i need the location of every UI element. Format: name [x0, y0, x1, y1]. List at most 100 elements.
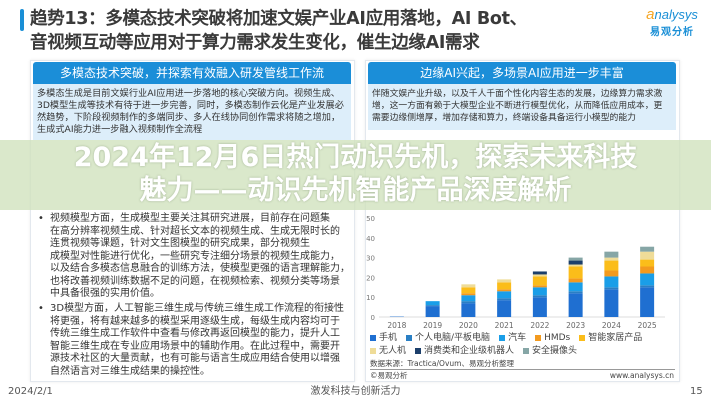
x-tick-label: 2019 — [423, 321, 442, 330]
overlay-headline-line-2: 魅力——动识先机智能产品深度解析 — [139, 175, 572, 206]
legend-swatch — [415, 347, 422, 354]
bar-segment — [604, 289, 619, 317]
x-tick-label: 2023 — [566, 321, 585, 330]
bar-segment — [604, 287, 619, 290]
bar-segment — [640, 246, 655, 252]
legend-label: 手机 — [379, 333, 398, 343]
bar-segment — [604, 260, 619, 271]
x-tick-label: 2020 — [459, 321, 478, 330]
legend-swatch — [370, 347, 376, 354]
bar-segment — [532, 297, 547, 317]
bar-segment — [461, 295, 476, 302]
bar-segment — [604, 257, 619, 261]
bar-segment — [497, 298, 512, 301]
right-panel-summary: 伴随文娱产业升级，以及千人千面个性化内容生态的发展，边缘算力需求激 增，这一方面… — [368, 84, 676, 130]
legend-label: 无人机 — [379, 346, 407, 356]
bar-segment — [532, 285, 547, 288]
bar-segment — [532, 274, 547, 277]
bar-segment — [497, 300, 512, 317]
legend-label: 个人电脑/平板电脑 — [415, 333, 491, 343]
left-panel-header: 多模态技术突破，并探索有效融入研发管线工作流 — [33, 62, 351, 84]
bar-segment — [604, 270, 619, 277]
bar-segment — [568, 257, 583, 261]
legend-item: 智能家居产品 — [579, 333, 642, 344]
legend-label: 消费类和企业级机器人 — [424, 346, 515, 356]
chart-source: 数据来源：Tractica/Ovum、易观分析整理 — [370, 359, 514, 368]
analysys-logo: analysys 易观分析 — [646, 6, 698, 38]
bar-segment — [568, 266, 583, 279]
title-overlay-band — [0, 140, 711, 210]
bar-segment — [461, 293, 476, 296]
bar-segment — [497, 291, 512, 299]
y-tick-label: 50 — [366, 215, 375, 223]
bar-segment — [461, 303, 476, 317]
y-tick-label: 10 — [366, 294, 375, 302]
bar-segment — [604, 251, 619, 258]
source-divider — [370, 369, 675, 370]
bar-segment — [568, 260, 583, 265]
bar-segment — [568, 264, 583, 267]
bar-segment — [640, 259, 655, 267]
legend-item: 安全摄像头 — [523, 346, 577, 357]
legend-item: 个人电脑/平板电脑 — [406, 333, 490, 344]
legend-item: 手机 — [370, 333, 397, 344]
legend-item: HMDs — [535, 333, 570, 344]
legend-swatch — [406, 334, 413, 341]
legend-swatch — [579, 334, 586, 341]
footer-center: 激发科技与创新活力 — [310, 386, 401, 397]
legend-swatch — [535, 334, 542, 341]
legend-label: 汽车 — [508, 333, 527, 343]
bullet-video-models: • 视频模型方面，生成模型主要关注其研究进展，目前存在问题集 在高分辨率视频生成… — [38, 213, 350, 299]
bar-segment — [532, 276, 547, 286]
chart-legend: 手机 个人电脑/平板电脑 汽车 HMDs 智能家居产品无人机 消费类和企业级机器人 安全摄像… — [370, 333, 675, 357]
bar-segment — [640, 251, 655, 260]
bar-segment — [568, 278, 583, 283]
slide-title-line-2: 音视频互动等应用对于算力需求发生变化，催生边缘AI需求 — [30, 33, 480, 53]
bar-segment — [461, 301, 476, 304]
edge-ai-devices-stacked-bar-chart: 0 10 20 30 40 50 2018 2019 2020 2021 2022 2023 2024 2… — [366, 215, 665, 330]
x-tick-label: 2018 — [387, 321, 406, 330]
legend-swatch — [499, 334, 506, 341]
bar-segment — [425, 306, 440, 317]
legend-item: 消费类和企业级机器人 — [415, 346, 514, 357]
bar-segment — [461, 287, 476, 294]
bar-segment — [532, 271, 547, 275]
bar-segment — [640, 285, 655, 288]
bar-segment — [497, 282, 512, 290]
bar-segment — [532, 287, 547, 296]
bar-segment — [532, 295, 547, 298]
legend-swatch — [523, 347, 530, 354]
legend-swatch — [370, 334, 376, 341]
left-panel-summary: 多模态生成是目前文娱行业AI应用进一步落地的核心突破方向。视频生成、 3D模型生… — [33, 84, 351, 140]
legend-label: 智能家居产品 — [588, 333, 643, 343]
website-link[interactable]: www.analysys.cn — [609, 371, 674, 380]
x-tick-label: 2025 — [638, 321, 657, 330]
bar-segment — [425, 301, 440, 306]
bar-segment — [568, 291, 583, 294]
bar-segment — [568, 282, 583, 292]
bar-segment — [640, 273, 655, 286]
bar-segment — [604, 276, 619, 288]
bar-segment — [461, 284, 476, 288]
legend-item: 汽车 — [499, 333, 526, 344]
right-panel-header: 边缘AI兴起，多场景AI应用进一步丰富 — [368, 62, 676, 84]
footer-date: 2024/2/1 — [8, 386, 53, 397]
overlay-headline-line-1: 2024年12月6日热门动识先机，探索未来科技 — [73, 142, 638, 173]
legend-label: 安全摄像头 — [532, 346, 578, 356]
slide-title-line-1: 趋势13：多模态技术突破将加速文娱产业AI应用落地，AI Bot、 — [30, 9, 527, 29]
page-number: 15 — [690, 386, 703, 397]
legend-label: HMDs — [544, 333, 571, 343]
x-tick-label: 2021 — [495, 321, 514, 330]
x-tick-label: 2024 — [602, 321, 621, 330]
title-accent-bar — [20, 9, 24, 31]
bar-segment — [568, 293, 583, 317]
bar-segment — [425, 305, 440, 307]
y-tick-label: 0 — [371, 314, 375, 322]
bar-segment — [640, 266, 655, 274]
bullet-3d-models: • 3D模型方面，人工智能三维生成与传统三维生成工作流程的衔接性 将更强，将有越… — [38, 303, 345, 377]
bar-segment — [640, 287, 655, 317]
y-tick-label: 20 — [366, 274, 375, 282]
copyright: ©易观分析 — [370, 371, 408, 380]
x-tick-label: 2022 — [530, 321, 549, 330]
legend-item: 无人机 — [370, 346, 406, 357]
